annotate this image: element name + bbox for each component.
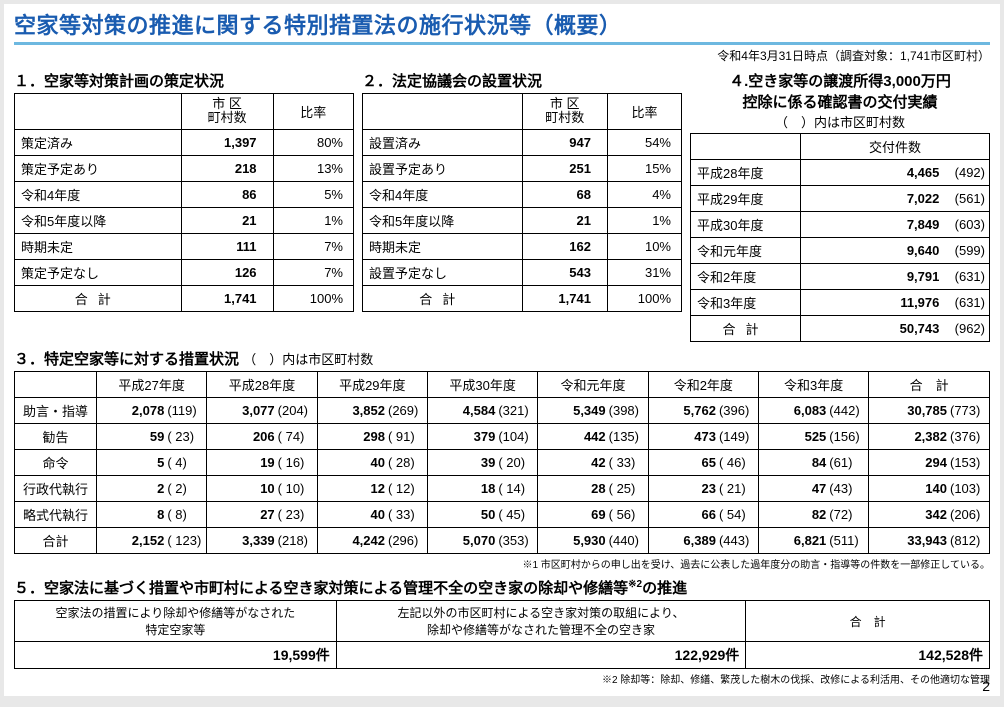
table-deduction-cert: 交付件数 平成28年度4,465 (492)平成29年度7,022 (561)平… — [690, 133, 990, 342]
table-row: 命令5( 4)19( 16)40( 28)39( 20)42( 33)65( 4… — [15, 450, 990, 476]
table-row: 令和3年度11,976 (631) — [691, 290, 990, 316]
table-row: 令和5年度以降211% — [15, 207, 354, 233]
table-row: 合計2,152( 123)3,339(218)4,242(296)5,070(3… — [15, 528, 990, 554]
table-row: 平成29年度7,022 (561) — [691, 186, 990, 212]
section5-footnote: ※2 除却等：除却、修繕、繁茂した樹木の伐採、改修による利活用、その他適切な管理 — [14, 671, 990, 686]
section5-heading: ５．空家法に基づく措置や市町村による空き家対策による管理不全の空き家の除却や修繕… — [14, 577, 990, 598]
table-plan-status: 市 区町村数 比率 策定済み1,39780%策定予定あり21813%令和4年度8… — [14, 93, 354, 312]
table-row: 勧告59( 23)206( 74)298( 91)379(104)442(135… — [15, 424, 990, 450]
table-row: 策定予定なし1267% — [15, 259, 354, 285]
table-row: 令和4年度684% — [363, 181, 682, 207]
table-row: 設置済み94754% — [363, 129, 682, 155]
table-row: 行政代執行2( 2)10( 10)12( 12)18( 14)28( 25)23… — [15, 476, 990, 502]
table-row: 平成30年度7,849 (603) — [691, 212, 990, 238]
section1-heading: １．空家等対策計画の策定状況 — [14, 70, 354, 91]
table-row: 令和4年度865% — [15, 181, 354, 207]
table-row: 令和2年度9,791 (631) — [691, 264, 990, 290]
as-of-date: 令和4年3月31日時点（調査対象：1,741市区町村） — [14, 47, 990, 64]
removal-v1: 19,599件 — [15, 642, 337, 669]
section3-footnote: ※1 市区町村からの申し出を受け、過去に公表した過年度分の助言・指導等の件数を一… — [14, 556, 990, 571]
table-row: 策定済み1,39780% — [15, 129, 354, 155]
section4-heading: ４.空き家等の譲渡所得3,000万円 控除に係る確認書の交付実績 （ ）内は市区… — [690, 70, 990, 131]
table-row: 時期未定1117% — [15, 233, 354, 259]
removal-total: 142,528件 — [746, 642, 990, 669]
table-total-row: 合計50,743 (962) — [691, 316, 990, 342]
page-title: 空家等対策の推進に関する特別措置法の施行状況等（概要） — [14, 8, 990, 45]
table-total-row: 合計1,741100% — [15, 285, 354, 311]
page-number: 2 — [982, 678, 990, 694]
section3-heading: ３．特定空家等に対する措置状況 （ ）内は市区町村数 — [14, 348, 990, 369]
removal-v2: 122,929件 — [336, 642, 746, 669]
table-row: 設置予定なし54331% — [363, 259, 682, 285]
table-row: 令和5年度以降211% — [363, 207, 682, 233]
table-row: 平成28年度4,465 (492) — [691, 160, 990, 186]
section2-heading: ２．法定協議会の設置状況 — [362, 70, 682, 91]
table-row: 略式代執行8( 8)27( 23)40( 33)50( 45)69( 56)66… — [15, 502, 990, 528]
table-row: 令和元年度9,640 (599) — [691, 238, 990, 264]
table-header-row: 平成27年度平成28年度平成29年度平成30年度令和元年度令和2年度令和3年度合… — [15, 372, 990, 398]
table-row: 策定予定あり21813% — [15, 155, 354, 181]
table-row: 助言・指導2,078(119)3,077(204)3,852(269)4,584… — [15, 398, 990, 424]
table-row: 設置予定あり25115% — [363, 155, 682, 181]
table-removal-repair: 空家法の措置により除却や修繕等がなされた特定空家等 左記以外の市区町村による空き… — [14, 600, 990, 669]
table-row: 時期未定16210% — [363, 233, 682, 259]
table-measures: 平成27年度平成28年度平成29年度平成30年度令和元年度令和2年度令和3年度合… — [14, 371, 990, 554]
table-total-row: 合計1,741100% — [363, 285, 682, 311]
table-council-status: 市 区町村数 比率 設置済み94754%設置予定あり25115%令和4年度684… — [362, 93, 682, 312]
